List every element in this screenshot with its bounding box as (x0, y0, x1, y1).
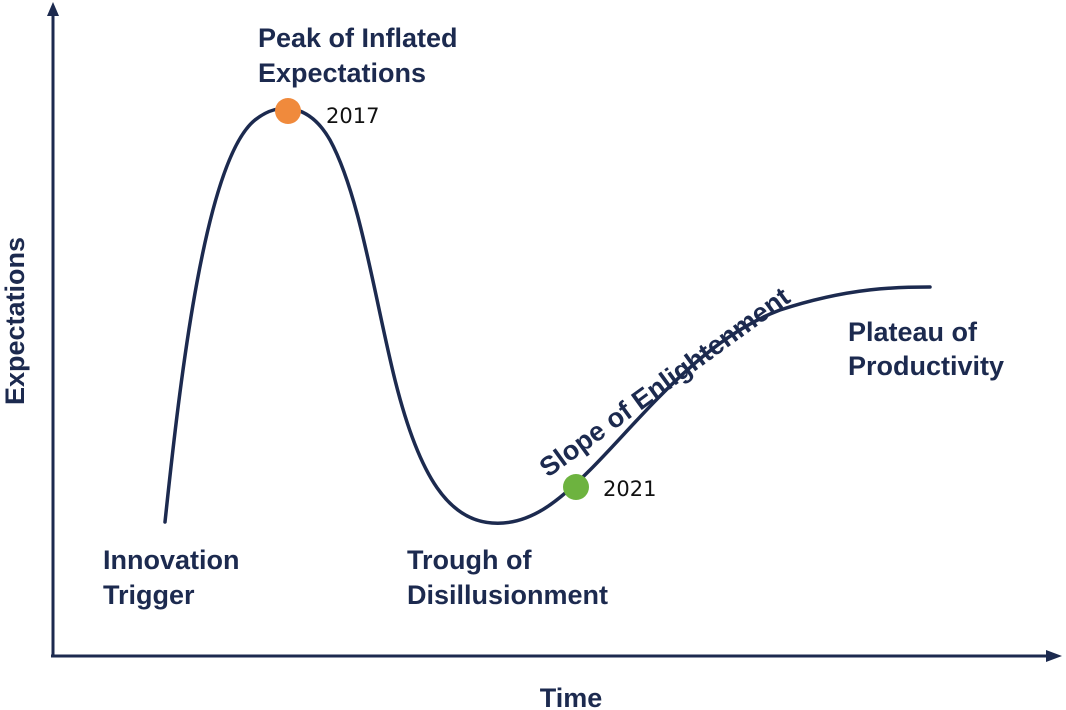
phase-label-trough-line2: Disillusionment (407, 580, 608, 610)
marker-2021-label: 2021 (603, 477, 656, 501)
phase-label-plateau-line1: Plateau of (848, 317, 978, 347)
hype-curve (163, 106, 932, 525)
axes (47, 2, 1062, 662)
phase-label-innovation-line1: Innovation (103, 545, 240, 575)
marker-2017-dot (275, 98, 301, 124)
phase-label-peak-line2: Expectations (258, 58, 426, 88)
phase-label-plateau-line2: Productivity (848, 351, 1004, 381)
x-axis-title: Time (540, 683, 603, 710)
marker-2017-label: 2017 (326, 104, 379, 128)
phase-label-peak-line1: Peak of Inflated (258, 23, 458, 53)
phase-label-trough-line1: Trough of (407, 545, 532, 575)
phase-label-slope: Slope of Enlightenment (534, 281, 796, 482)
y-axis-title: Expectations (0, 237, 30, 405)
x-axis-arrowhead (1046, 650, 1062, 662)
y-axis-arrowhead (47, 2, 59, 16)
phase-label-innovation-line2: Trigger (103, 580, 195, 610)
marker-2021-dot (563, 474, 589, 500)
